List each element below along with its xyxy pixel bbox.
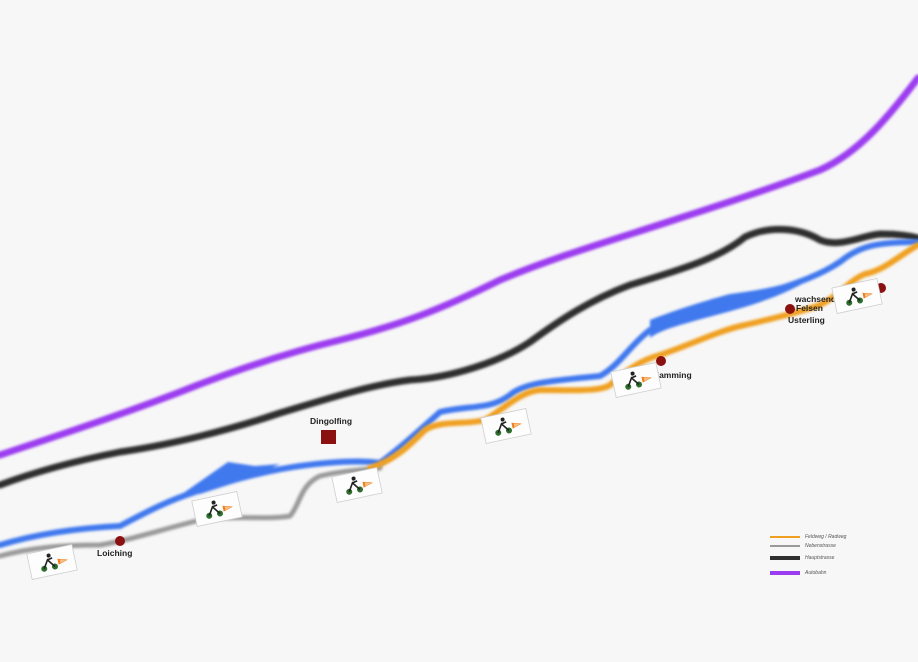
place-label-mamming: Mamming — [652, 370, 692, 380]
autobahn-road — [0, 74, 918, 459]
place-label-dingolfing: Dingolfing — [310, 416, 352, 426]
map-legend: Feldweg / Radweg Nebenstrasse Hauptstras… — [770, 534, 847, 576]
place-label-wachsender-felsen: wachsender Felsen — [794, 294, 845, 313]
place-label-usterling: Usterling — [788, 315, 825, 325]
legend-label-radweg: Feldweg / Radweg — [805, 534, 847, 540]
legend-label-autobahn: Autobahn — [804, 570, 827, 576]
legend-label-nebenstrasse: Nebenstrasse — [805, 543, 836, 549]
usterling-marker[interactable] — [785, 304, 795, 314]
river — [0, 239, 918, 548]
legend-label-hauptstrasse: Hauptstrasse — [805, 555, 835, 561]
hauptstrasse-road — [0, 225, 918, 489]
mamming-marker[interactable] — [656, 356, 666, 366]
place-label-loiching: Loiching — [97, 548, 132, 558]
loiching-marker[interactable] — [115, 536, 125, 546]
dingolfing-marker[interactable] — [321, 430, 336, 444]
